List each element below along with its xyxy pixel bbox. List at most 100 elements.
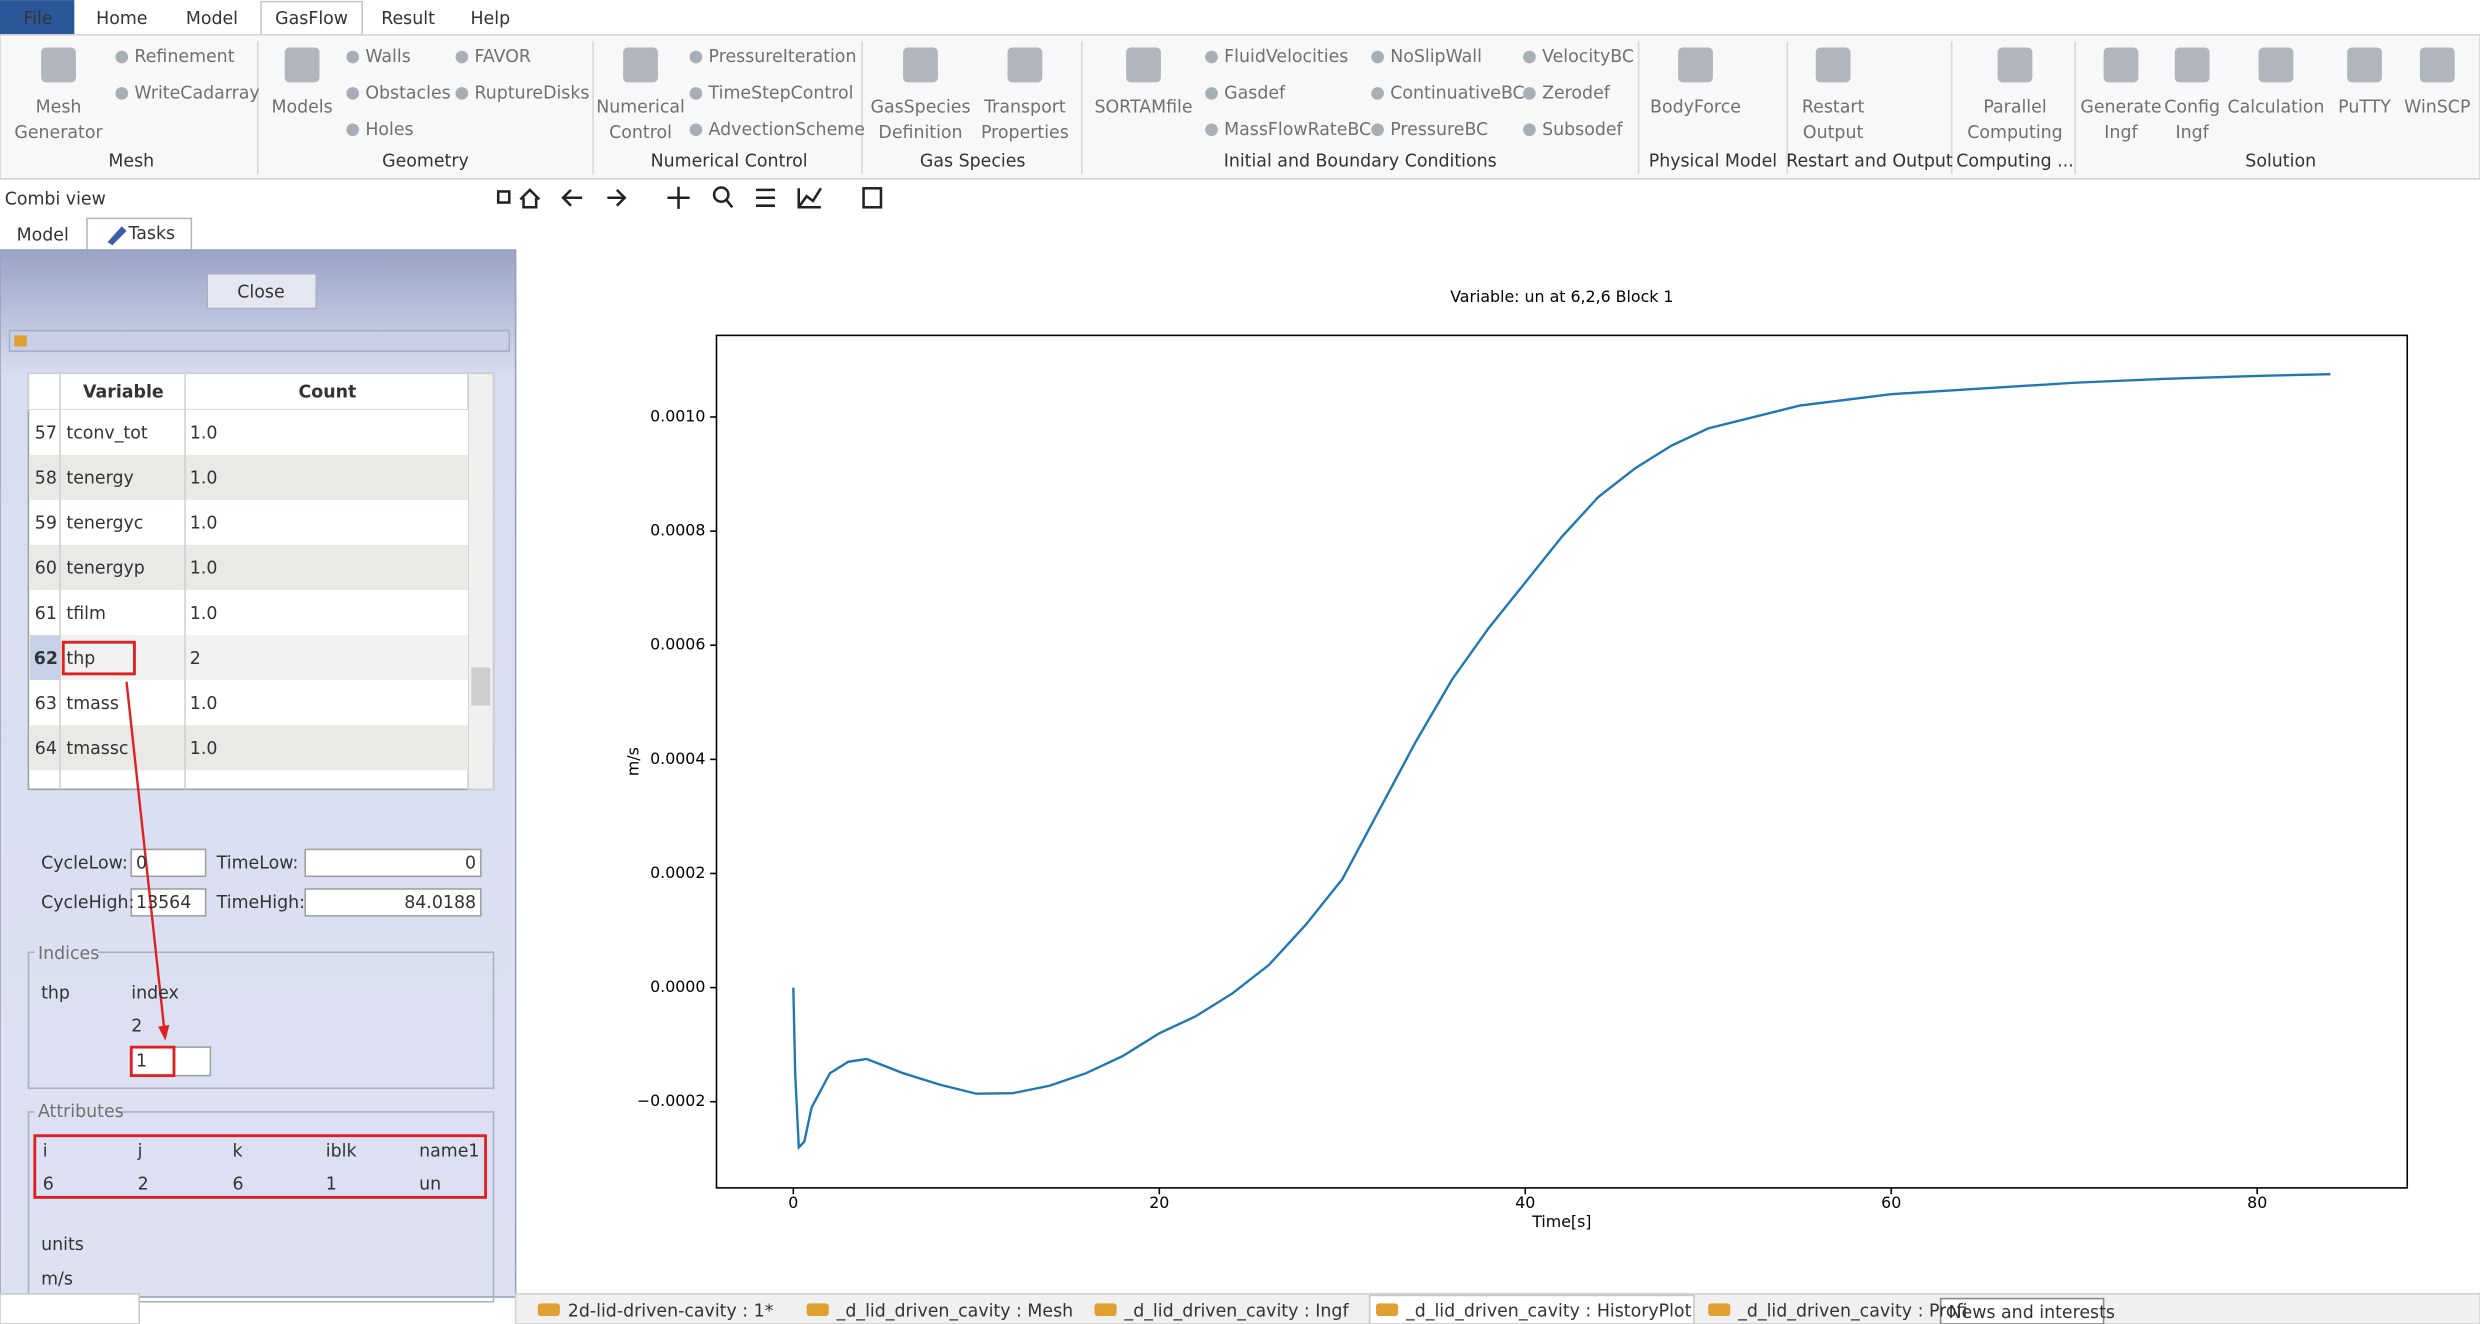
annotation-arrow [125, 681, 166, 1032]
ribbon-icon[interactable] [2258, 47, 2294, 83]
x-tick-label: 20 [1149, 1193, 1169, 1212]
ribbon-small-icon [1371, 50, 1384, 64]
ribbon-small-icon [689, 123, 703, 137]
table-row[interactable] [30, 499, 469, 545]
menu-tab[interactable]: Result [381, 9, 435, 29]
cycle-high-input[interactable] [130, 888, 207, 917]
ribbon-button-label: Numerical [596, 98, 685, 118]
ribbon-item-label[interactable]: FluidVelocities [1224, 47, 1348, 67]
active-tab-bg[interactable] [260, 0, 363, 36]
ribbon-item-label[interactable]: Zerodef [1542, 83, 1611, 103]
x-tick-label: 80 [2247, 1193, 2267, 1212]
close-button[interactable] [206, 272, 318, 310]
news-box[interactable] [1939, 1297, 2105, 1324]
back-icon[interactable] [561, 188, 583, 207]
attribute-header: j [137, 1142, 143, 1162]
ribbon-item-label[interactable]: RuptureDisks [474, 83, 589, 103]
ribbon-item-label[interactable]: Refinement [134, 47, 234, 67]
table-row[interactable] [30, 409, 469, 455]
table-row[interactable] [30, 454, 469, 500]
variable-count: 1.0 [190, 514, 218, 534]
table-row[interactable] [30, 590, 469, 636]
ribbon-item-label[interactable]: NoSlipWall [1390, 47, 1482, 67]
time-low-input[interactable] [304, 848, 482, 878]
ribbon-icon[interactable] [2103, 47, 2139, 83]
active-document-tab[interactable] [1368, 1294, 1695, 1324]
variable-name: tfilm [66, 604, 106, 624]
ribbon-button-label: Parallel [1983, 98, 2046, 118]
menu-tab[interactable]: Help [470, 9, 510, 29]
menu-tab[interactable]: File [23, 9, 52, 29]
row-index: 61 [35, 604, 57, 624]
document-tab[interactable]: 2d-lid-driven-cavity : 1* [568, 1301, 774, 1321]
ribbon-item-label[interactable]: Obstacles [365, 83, 450, 103]
ribbon-icon[interactable] [41, 47, 76, 83]
ribbon-button-label: Control [609, 123, 672, 143]
tool-icon[interactable] [496, 190, 511, 204]
menu-tab[interactable]: Home [96, 9, 147, 29]
row-index: 58 [35, 469, 57, 489]
units-value: m/s [41, 1270, 73, 1290]
ribbon-icon[interactable] [2174, 47, 2210, 83]
pan-icon[interactable] [667, 186, 690, 209]
ribbon-item-label[interactable]: FAVOR [474, 47, 531, 67]
cycle-low-input[interactable] [130, 848, 207, 878]
ribbon-group-title: Physical Model [1649, 151, 1777, 171]
variable-count: 2 [190, 649, 201, 669]
document-tab[interactable]: _d_lid_driven_cavity : Mesh [836, 1301, 1073, 1321]
tasks-tab-bg[interactable] [86, 217, 193, 253]
ribbon-small-icon [1205, 123, 1218, 137]
ribbon-item-label[interactable]: Subsodef [1542, 120, 1623, 140]
home-icon[interactable] [519, 188, 541, 209]
ribbon-icon[interactable] [1678, 47, 1713, 83]
variable-name: tmass [66, 694, 118, 714]
ribbon-icon[interactable] [2347, 47, 2382, 83]
table-row[interactable] [30, 544, 469, 591]
zoom-icon[interactable] [712, 186, 730, 204]
column-header: Variable [83, 382, 164, 402]
menu-tab[interactable]: Model [186, 9, 238, 29]
ribbon-icon[interactable] [1997, 47, 2033, 83]
ribbon-item-label[interactable]: Gasdef [1224, 83, 1286, 103]
ribbon-item-label[interactable]: VelocityBC [1542, 47, 1634, 67]
ribbon-icon[interactable] [623, 47, 658, 83]
time-high-input[interactable] [304, 888, 482, 917]
pane-tab[interactable]: Tasks [128, 224, 176, 244]
configure-icon[interactable] [756, 188, 775, 207]
ribbon-item-label[interactable]: Walls [365, 47, 410, 67]
save-icon[interactable] [862, 187, 883, 209]
attribute-value: 1 [326, 1175, 337, 1195]
ribbon-icon[interactable] [1007, 47, 1043, 83]
row-index: 60 [35, 559, 57, 579]
ribbon-item-label[interactable]: MassFlowRateBC [1224, 120, 1371, 140]
document-tab[interactable]: _d_lid_driven_cavity : HistoryPlot [1405, 1301, 1692, 1321]
ribbon-icon[interactable] [903, 47, 938, 83]
forward-icon[interactable] [607, 188, 627, 207]
table-row[interactable] [30, 725, 469, 771]
ribbon-icon[interactable] [284, 47, 320, 83]
ribbon-icon[interactable] [2419, 47, 2455, 83]
axes-icon[interactable] [797, 187, 822, 209]
ribbon-icon[interactable] [1815, 47, 1851, 83]
menu-tab[interactable]: GasFlow [275, 9, 348, 29]
pane-tab[interactable]: Model [17, 226, 69, 246]
ribbon-button-label: Calculation [2228, 98, 2325, 118]
table-row[interactable] [30, 680, 469, 726]
ribbon-item-label[interactable]: Holes [365, 120, 413, 140]
ribbon-item-label[interactable]: AdvectionScheme [709, 120, 865, 140]
ribbon-item-label[interactable]: ContinuativeBC [1390, 83, 1524, 103]
ribbon-item-label[interactable]: PressureIteration [709, 47, 857, 67]
scrollbar-thumb[interactable] [471, 667, 491, 706]
variable-name: tenergyp [66, 559, 144, 579]
document-tab[interactable]: _d_lid_driven_cavity : Ingf [1124, 1301, 1350, 1321]
ribbon-item-label[interactable]: WriteCadarray [134, 83, 259, 103]
ribbon-item-label[interactable]: TimeStepControl [708, 83, 854, 103]
highlight-box [61, 640, 136, 676]
ribbon-item-label[interactable]: PressureBC [1390, 120, 1488, 140]
document-tab[interactable]: _d_lid_driven_cavity : Profi [1737, 1301, 1967, 1321]
ribbon-icon[interactable] [1126, 47, 1161, 83]
scrollbar[interactable] [467, 372, 495, 791]
group-title: Attributes [38, 1102, 124, 1122]
file-tab-bg[interactable] [0, 0, 75, 35]
